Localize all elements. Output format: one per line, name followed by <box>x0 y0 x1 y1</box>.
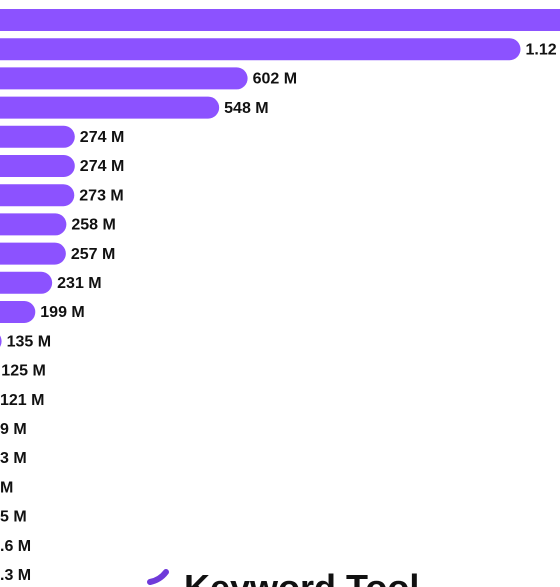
value-label: 5 M <box>0 509 27 526</box>
bar <box>0 67 248 90</box>
bar <box>0 242 66 265</box>
brand-name: Keyword Tool <box>184 567 419 587</box>
value-label: 199 M <box>40 304 84 321</box>
value-label: 231 M <box>57 275 101 292</box>
bar <box>0 335 2 347</box>
value-label: 9 M <box>0 421 27 438</box>
value-label: 274 M <box>80 158 124 175</box>
bar <box>0 184 75 207</box>
value-label: 135 M <box>7 333 51 350</box>
value-label: 273 M <box>79 187 123 204</box>
bar <box>0 96 220 119</box>
value-label: 258 M <box>71 217 115 234</box>
value-label: 257 M <box>71 246 115 263</box>
bar <box>0 125 75 148</box>
bar <box>0 38 521 61</box>
value-label: 602 M <box>253 71 297 88</box>
value-label: 3 M <box>0 450 27 467</box>
bar <box>0 213 67 236</box>
value-label: 125 M <box>1 363 45 380</box>
bar <box>0 155 75 177</box>
value-label: 121 M <box>0 392 44 409</box>
value-label: 548 M <box>224 100 268 117</box>
bar <box>0 301 36 323</box>
value-label: 274 M <box>80 129 124 146</box>
bar <box>0 271 53 294</box>
value-label: .3 M <box>0 567 31 584</box>
logo-swoosh <box>147 569 169 585</box>
value-label: 1.12 <box>525 41 556 58</box>
value-label: M <box>0 479 13 496</box>
value-label: .6 M <box>0 538 31 555</box>
bar <box>0 9 560 31</box>
